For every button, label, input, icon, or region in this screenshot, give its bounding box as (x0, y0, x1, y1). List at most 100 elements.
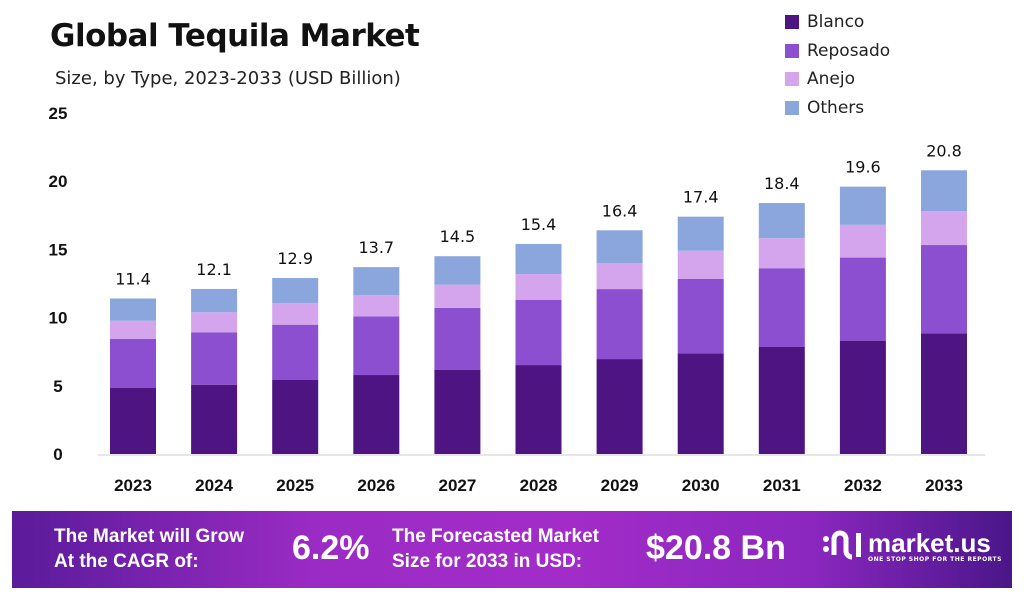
stacked-bar-chart: 051015202511.4202312.1202412.9202513.720… (49, 104, 985, 495)
x-tick-label: 2023 (114, 476, 152, 495)
legend-item-others: Others (785, 94, 890, 123)
x-tick-label: 2028 (520, 476, 558, 495)
bar-segment-anejo (353, 295, 400, 317)
chart-subtitle: Size, by Type, 2023-2033 (USD Billion) (55, 68, 401, 89)
bar-segment-anejo (434, 284, 481, 308)
total-data-label: 18.4 (764, 174, 800, 193)
y-tick-label: 10 (49, 309, 68, 328)
x-tick-label: 2029 (601, 476, 639, 495)
bar-segment-blanco (839, 340, 886, 454)
brand-tagline: ONE STOP SHOP FOR THE REPORTS (868, 555, 1002, 563)
forecast-value: $20.8 Bn (646, 529, 786, 567)
bar-segment-blanco (596, 359, 643, 454)
legend-label: Reposado (807, 40, 891, 61)
bar-segment-blanco (353, 375, 400, 454)
legend: Blanco Reposado Anejo Others (785, 8, 890, 122)
bar-segment-reposado (110, 339, 156, 388)
total-data-label: 20.8 (926, 141, 962, 160)
legend-label: Blanco (807, 12, 865, 33)
bar-segment-others (596, 230, 643, 264)
legend-swatch (785, 72, 799, 87)
x-tick-label: 2030 (682, 476, 720, 495)
forecast-label-line2: Size for 2033 in USD: (392, 551, 583, 572)
legend-label: Others (807, 97, 865, 118)
bar-segment-reposado (921, 245, 967, 334)
bar-segment-anejo (515, 274, 562, 301)
bar-segment-others (110, 298, 156, 321)
total-data-label: 14.5 (440, 227, 476, 246)
bar-segment-anejo (758, 238, 805, 269)
bar-segment-others (272, 278, 319, 304)
legend-item-reposado: Reposado (785, 37, 890, 66)
bar-segment-others (434, 256, 481, 285)
y-tick-label: 5 (53, 377, 62, 396)
x-tick-label: 2025 (276, 476, 314, 495)
total-data-label: 12.1 (196, 260, 232, 279)
legend-item-anejo: Anejo (785, 65, 890, 94)
legend-swatch (785, 43, 799, 58)
y-tick-label: 25 (49, 104, 68, 123)
total-data-label: 11.4 (115, 270, 151, 289)
legend-item-blanco: Blanco (785, 8, 890, 37)
bar-segment-reposado (758, 268, 805, 347)
bar-segment-blanco (110, 387, 156, 454)
x-tick-label: 2033 (925, 476, 963, 495)
cagr-label: The Market will Grow At the CAGR of: (54, 524, 244, 574)
total-data-label: 13.7 (358, 238, 394, 257)
bar-segment-anejo (191, 312, 238, 333)
bar-segment-anejo (596, 263, 643, 290)
y-tick-label: 20 (49, 172, 68, 191)
bar-segment-blanco (677, 353, 724, 454)
bar-segment-others (515, 243, 562, 275)
bar-segment-reposado (677, 278, 724, 354)
bar-segment-reposado (191, 332, 238, 385)
bar-segment-blanco (758, 346, 805, 454)
forecast-label-line1: The Forecasted Market (392, 526, 599, 547)
bar-segment-anejo (110, 320, 156, 340)
legend-label: Anejo (807, 69, 855, 90)
bar-segment-blanco (434, 369, 481, 454)
bar-segment-reposado (272, 324, 319, 380)
summary-banner: The Market will Grow At the CAGR of: 6.2… (12, 511, 1012, 588)
legend-swatch (785, 100, 799, 115)
total-data-label: 15.4 (521, 215, 557, 234)
legend-swatch (785, 15, 799, 30)
bar-segment-others (921, 170, 967, 212)
bar-segment-anejo (839, 224, 886, 258)
cagr-label-line2: At the CAGR of: (54, 551, 199, 572)
forecast-label: The Forecasted Market Size for 2033 in U… (392, 524, 599, 574)
bar-segment-others (758, 203, 805, 239)
bar-segment-others (191, 288, 238, 313)
total-data-label: 19.6 (845, 158, 881, 177)
bar-segment-reposado (839, 257, 886, 341)
bar-segment-blanco (272, 379, 319, 454)
chart-title: Global Tequila Market (50, 18, 420, 54)
bar-segment-reposado (353, 316, 400, 376)
cagr-label-line1: The Market will Grow (54, 526, 245, 547)
market-us-logo-icon (823, 530, 861, 560)
x-tick-label: 2027 (438, 476, 476, 495)
total-data-label: 17.4 (683, 188, 719, 207)
total-data-label: 12.9 (277, 249, 313, 268)
x-tick-label: 2032 (844, 476, 882, 495)
bar-segment-anejo (272, 303, 319, 325)
bar-segment-blanco (191, 384, 238, 454)
bar-segment-blanco (515, 365, 562, 454)
y-tick-label: 0 (53, 445, 62, 464)
bar-segment-others (353, 267, 400, 296)
x-tick-label: 2031 (763, 476, 801, 495)
bar-segment-reposado (596, 289, 643, 360)
y-tick-label: 15 (49, 240, 68, 259)
bar-segment-anejo (677, 250, 724, 279)
brand-logo: market.us ONE STOP SHOP FOR THE REPORTS (820, 525, 1002, 565)
bar-segment-anejo (921, 211, 967, 246)
bar-segment-reposado (434, 307, 481, 370)
cagr-value: 6.2% (292, 529, 370, 567)
bar-segment-others (839, 186, 886, 225)
brand-name: market.us (868, 527, 991, 558)
bar-segment-blanco (921, 333, 967, 454)
x-tick-label: 2024 (195, 476, 233, 495)
total-data-label: 16.4 (602, 201, 638, 220)
bar-segment-reposado (515, 300, 562, 366)
bar-segment-others (677, 216, 724, 251)
